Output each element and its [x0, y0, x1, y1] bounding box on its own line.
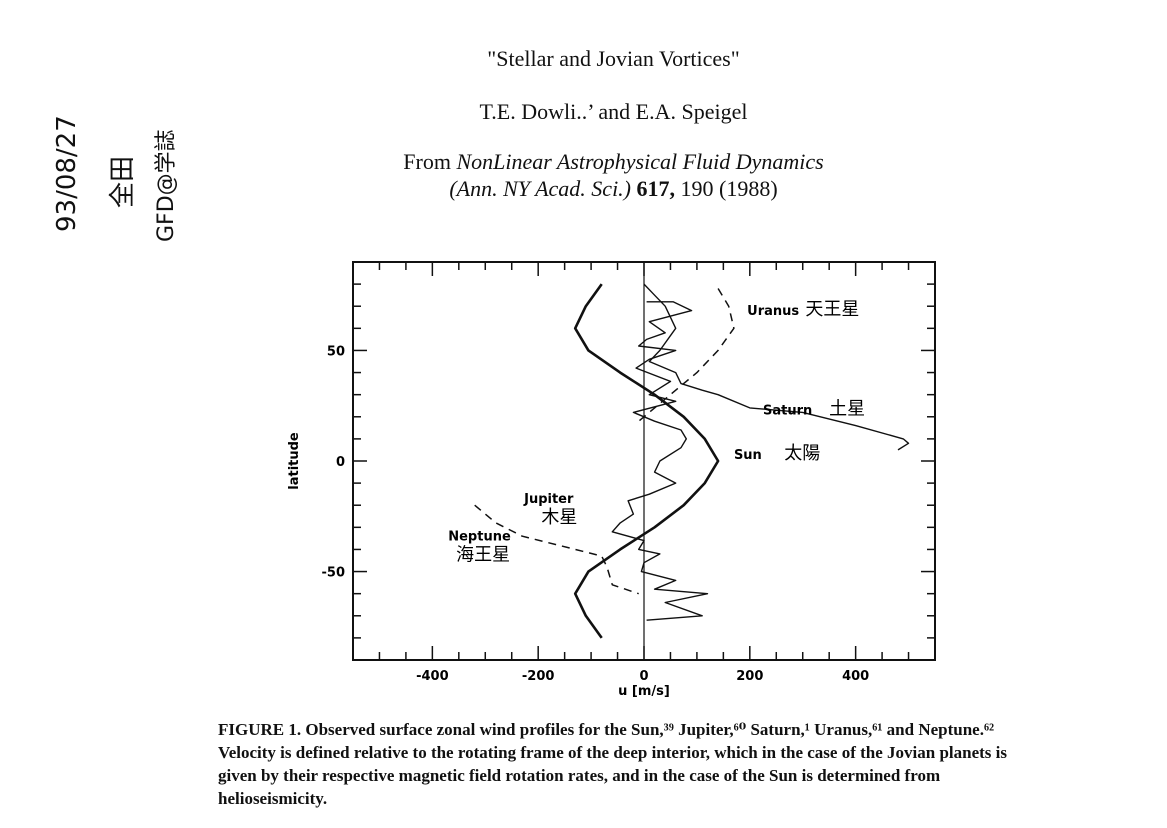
y-axis-label: latitude [287, 432, 302, 490]
series-annotation-jupiter: 木星 [541, 507, 577, 528]
page-title: "Stellar and Jovian Vortices" [487, 46, 740, 71]
source-line: From NonLinear Astrophysical Fluid Dynam… [30, 149, 1167, 175]
y-tick-label: -50 [322, 566, 346, 581]
figure-caption: FIGURE 1. Observed surface zonal wind pr… [218, 718, 1018, 810]
series-label-saturn: Saturn [763, 404, 812, 419]
series-label-uranus: Uranus [747, 304, 799, 319]
series-label-jupiter: Jupiter [523, 492, 574, 507]
series-annotation-sun: 太陽 [784, 443, 820, 464]
series-uranus-line [638, 288, 735, 422]
y-tick-label: 50 [327, 344, 345, 359]
source-journal: (Ann. NY Acad. Sci.) [449, 176, 632, 201]
x-tick-label: 200 [736, 669, 763, 684]
authors-line: T.E. Dowli..’ and E.A. Speigel [479, 99, 748, 124]
x-tick-label: 0 [639, 669, 648, 684]
series-jupiter-line [611, 301, 709, 621]
source-book: NonLinear Astrophysical Fluid Dynamics [456, 149, 824, 174]
x-tick-label: -200 [522, 669, 555, 684]
x-axis-label: u [m/s] [618, 684, 670, 699]
series-saturn-line [643, 283, 910, 451]
series-sun-line [573, 283, 720, 639]
series-label-neptune: Neptune [448, 530, 511, 545]
x-tick-label: 400 [842, 669, 869, 684]
source-prefix: From [403, 149, 457, 174]
y-tick-label: 0 [336, 455, 345, 470]
caption-label: FIGURE 1. [218, 720, 302, 739]
source-citation: (Ann. NY Acad. Sci.) 617, 190 (1988) [30, 176, 1167, 202]
source-volume: 617, [636, 176, 676, 201]
caption-text: Observed surface zonal wind profiles for… [218, 720, 1008, 808]
series-annotation-neptune: 海王星 [456, 545, 510, 566]
series-annotation-uranus: 天王星 [805, 299, 859, 320]
series-annotation-saturn: 土星 [829, 399, 865, 420]
series-label-sun: Sun [734, 448, 762, 463]
source-pages-year: 190 (1988) [680, 176, 778, 201]
x-tick-label: -400 [416, 669, 449, 684]
